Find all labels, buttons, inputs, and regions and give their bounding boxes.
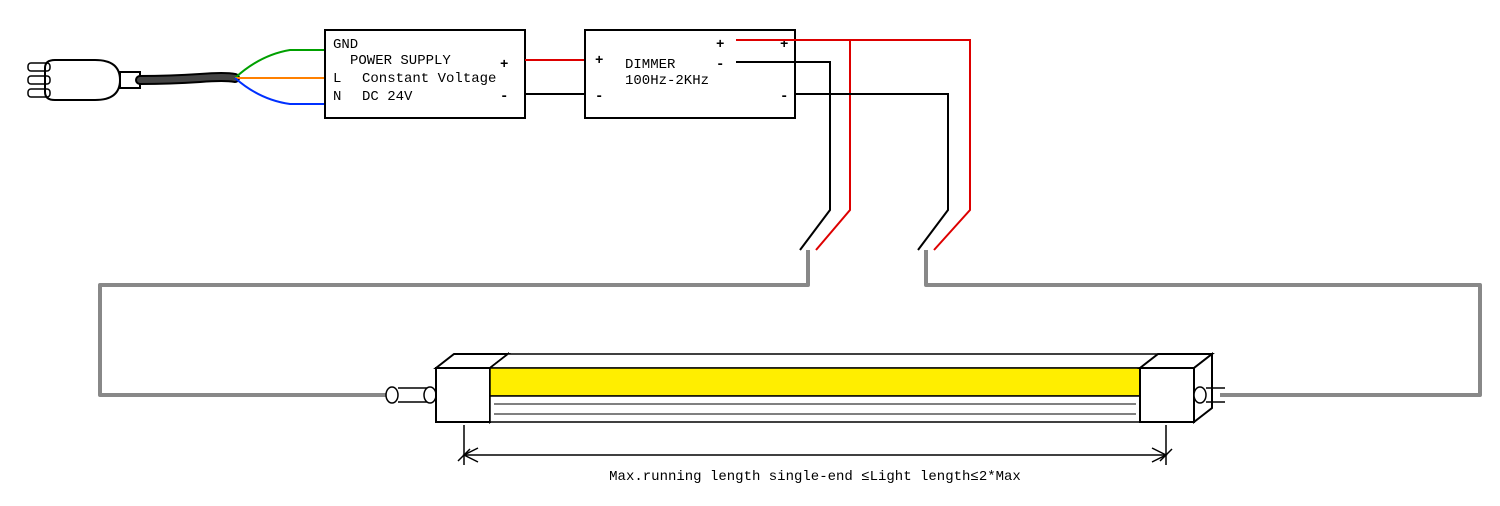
psu-l-label: L	[333, 71, 341, 87]
dimmer-in-plus: +	[595, 53, 603, 69]
dimmer-in-minus: -	[595, 89, 603, 105]
dimension-text: Max.running length single-end ≤Light len…	[609, 469, 1021, 485]
dimension: Max.running length single-end ≤Light len…	[458, 425, 1172, 485]
gnd-wire	[235, 50, 325, 78]
ac-plug-icon	[28, 60, 235, 100]
wiring-diagram: GND POWER SUPPLY L Constant Voltage N DC…	[0, 0, 1500, 506]
psu-title: POWER SUPPLY	[350, 53, 451, 69]
dimmer-box: + - DIMMER 100Hz-2KHz + - + -	[585, 30, 795, 118]
power-supply-box: GND POWER SUPPLY L Constant Voltage N DC…	[325, 30, 525, 118]
dimmer-out-minus1: -	[716, 57, 724, 73]
led-strip	[490, 368, 1140, 396]
psu-n-label: N	[333, 89, 341, 105]
psu-voltage: DC 24V	[362, 89, 413, 105]
dimmer-out-plus1: +	[716, 37, 724, 53]
psu-gnd-label: GND	[333, 37, 358, 53]
dimmer-title: DIMMER	[625, 57, 676, 73]
output-pair-2	[795, 40, 1480, 395]
led-bar	[386, 354, 1225, 422]
neutral-wire	[235, 78, 325, 104]
dimmer-out-minus2: -	[780, 89, 788, 105]
psu-plus: +	[500, 57, 508, 73]
psu-minus: -	[500, 89, 508, 105]
psu-subtitle: Constant Voltage	[362, 71, 496, 87]
dimmer-range: 100Hz-2KHz	[625, 73, 709, 89]
